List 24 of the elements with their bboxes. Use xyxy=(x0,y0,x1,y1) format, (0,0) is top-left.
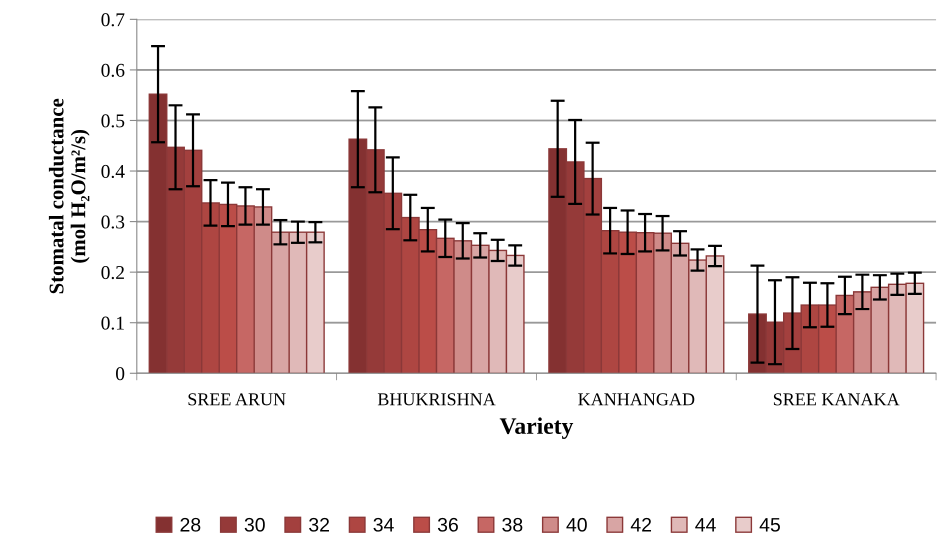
legend-label: 34 xyxy=(373,518,394,532)
y-axis-title: Stomatal conductance (mol H₂O/m²/s) xyxy=(48,98,90,294)
y-tick-label: 0.1 xyxy=(101,316,124,330)
legend-label: 44 xyxy=(695,518,716,532)
x-tick-label: SREE KANAKA xyxy=(774,393,900,406)
legend-label: 36 xyxy=(438,518,458,532)
legend-label: 30 xyxy=(244,518,265,532)
y-tick-label: 0.6 xyxy=(101,64,124,77)
legend-label: 40 xyxy=(566,518,587,532)
x-tick-label: SREE ARUN xyxy=(188,393,286,406)
x-axis-title: Variety xyxy=(500,417,574,439)
y-tick-label: 0.3 xyxy=(101,215,124,229)
legend-label: 32 xyxy=(309,518,329,532)
y-tick-label: 0.2 xyxy=(101,266,124,280)
legend-label: 42 xyxy=(630,518,652,532)
y-tick-label: 0.4 xyxy=(101,164,125,178)
y-tick-label: 0.7 xyxy=(101,13,124,26)
x-tick-label: KANHANGAD xyxy=(578,393,694,406)
x-tick-label: BHUKRISHNA xyxy=(378,393,496,406)
legend-label: 28 xyxy=(180,518,200,532)
legend-label: 38 xyxy=(502,518,522,532)
legend-label: 45 xyxy=(760,518,780,532)
y-tick-label: 0 xyxy=(116,367,124,380)
y-tick-label: 0.5 xyxy=(101,114,124,128)
